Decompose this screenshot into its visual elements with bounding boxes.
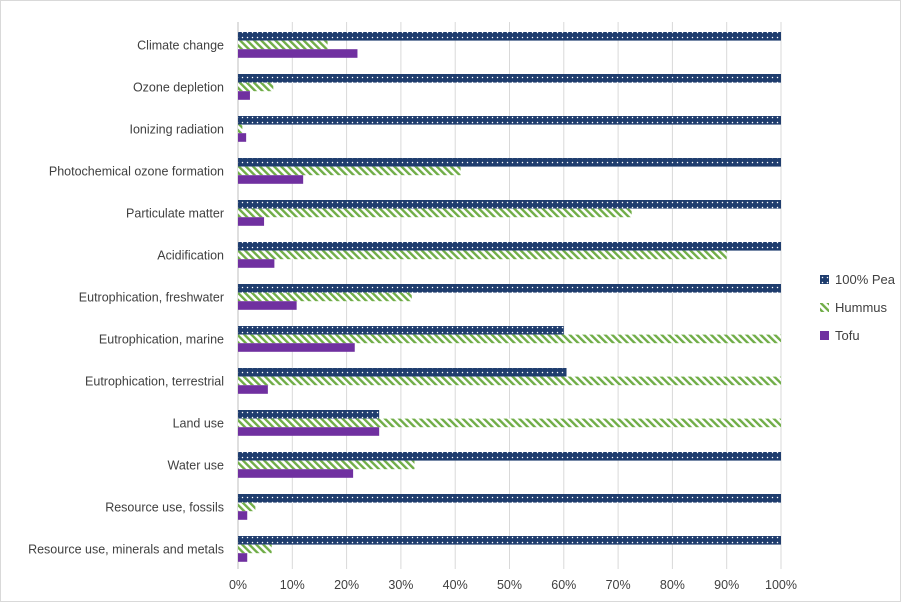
category-label: Climate change — [137, 38, 224, 52]
x-tick-label: 100% — [765, 578, 797, 592]
bar-100-pea-acidification — [238, 242, 781, 251]
bar-hummus-water-use — [238, 460, 415, 470]
bars — [238, 32, 781, 562]
bar-tofu-eutrophication-marine — [238, 343, 355, 352]
category-label: Eutrophication, marine — [99, 332, 224, 346]
bar-tofu-climate-change — [238, 49, 358, 58]
value-axis-tick-labels: 0% 10% 20% 30% 40% 50% 60% 70% 80% 90% 100% — [229, 578, 797, 592]
bar-100-pea-ozone-depletion — [238, 74, 781, 83]
bar-hummus-eutrophication-terrestrial — [238, 376, 781, 386]
bar-tofu-ionizing-radiation — [238, 133, 247, 142]
x-tick-label: 80% — [660, 578, 685, 592]
category-label: Water use — [167, 458, 224, 472]
category-label: Resource use, fossils — [105, 500, 224, 514]
legend: 100% Pea Hummus Tofu — [820, 272, 896, 343]
legend-label-tofu: Tofu — [835, 328, 860, 343]
bar-tofu-eutrophication-terrestrial — [238, 385, 268, 394]
category-label: Ionizing radiation — [129, 122, 224, 136]
x-tick-label: 40% — [443, 578, 468, 592]
bar-tofu-resource-use-minerals-and-metals — [238, 553, 248, 562]
category-label: Resource use, minerals and metals — [28, 542, 224, 556]
x-tick-label: 70% — [606, 578, 631, 592]
bar-tofu-ozone-depletion — [238, 91, 250, 100]
bar-100-pea-ionizing-radiation — [238, 116, 781, 125]
category-label: Eutrophication, freshwater — [79, 290, 224, 304]
bar-100-pea-eutrophication-marine — [238, 326, 564, 335]
category-axis-labels: Climate change Ozone depletion Ionizing ra… — [28, 38, 224, 556]
bar-100-pea-eutrophication-freshwater — [238, 284, 781, 293]
bar-tofu-resource-use-fossils — [238, 511, 248, 520]
bar-100-pea-particulate-matter — [238, 200, 781, 209]
x-tick-label: 0% — [229, 578, 247, 592]
category-label: Photochemical ozone formation — [49, 164, 224, 178]
bar-hummus-ionizing-radiation — [238, 124, 243, 134]
bar-100-pea-photochemical-ozone-formation — [238, 158, 781, 167]
bar-hummus-climate-change — [238, 40, 328, 50]
bar-hummus-photochemical-ozone-formation — [238, 166, 461, 176]
x-tick-label: 10% — [280, 578, 305, 592]
bar-tofu-particulate-matter — [238, 217, 265, 226]
x-tick-label: 50% — [497, 578, 522, 592]
legend-label-100-pea: 100% Pea — [835, 272, 896, 287]
category-label: Ozone depletion — [133, 80, 224, 94]
bar-100-pea-land-use — [238, 410, 380, 419]
legend-label-hummus: Hummus — [835, 300, 888, 315]
bar-hummus-land-use — [238, 418, 781, 428]
bar-hummus-particulate-matter — [238, 208, 632, 218]
bar-tofu-land-use — [238, 427, 380, 436]
x-tick-label: 90% — [714, 578, 739, 592]
legend-swatch-hummus — [820, 303, 829, 312]
category-label: Land use — [173, 416, 224, 430]
bar-100-pea-eutrophication-terrestrial — [238, 368, 567, 377]
bar-100-pea-resource-use-minerals-and-metals — [238, 536, 781, 545]
x-tick-label: 60% — [551, 578, 576, 592]
bar-hummus-eutrophication-marine — [238, 334, 781, 344]
bar-hummus-resource-use-minerals-and-metals — [238, 544, 272, 554]
legend-swatch-100-pea — [820, 275, 829, 284]
bar-100-pea-water-use — [238, 452, 781, 461]
bar-100-pea-climate-change — [238, 32, 781, 41]
bar-hummus-ozone-depletion — [238, 82, 274, 92]
bar-tofu-photochemical-ozone-formation — [238, 175, 304, 184]
category-label: Particulate matter — [126, 206, 224, 220]
bar-hummus-resource-use-fossils — [238, 502, 256, 512]
bar-tofu-water-use — [238, 469, 354, 478]
bar-tofu-eutrophication-freshwater — [238, 301, 297, 310]
x-tick-label: 30% — [388, 578, 413, 592]
x-tick-label: 20% — [334, 578, 359, 592]
bar-hummus-acidification — [238, 250, 727, 260]
category-label: Eutrophication, terrestrial — [85, 374, 224, 388]
legend-swatch-tofu — [820, 331, 829, 340]
bar-tofu-acidification — [238, 259, 275, 268]
bar-100-pea-resource-use-fossils — [238, 494, 781, 503]
bar-hummus-eutrophication-freshwater — [238, 292, 412, 302]
category-label: Acidification — [157, 248, 224, 262]
